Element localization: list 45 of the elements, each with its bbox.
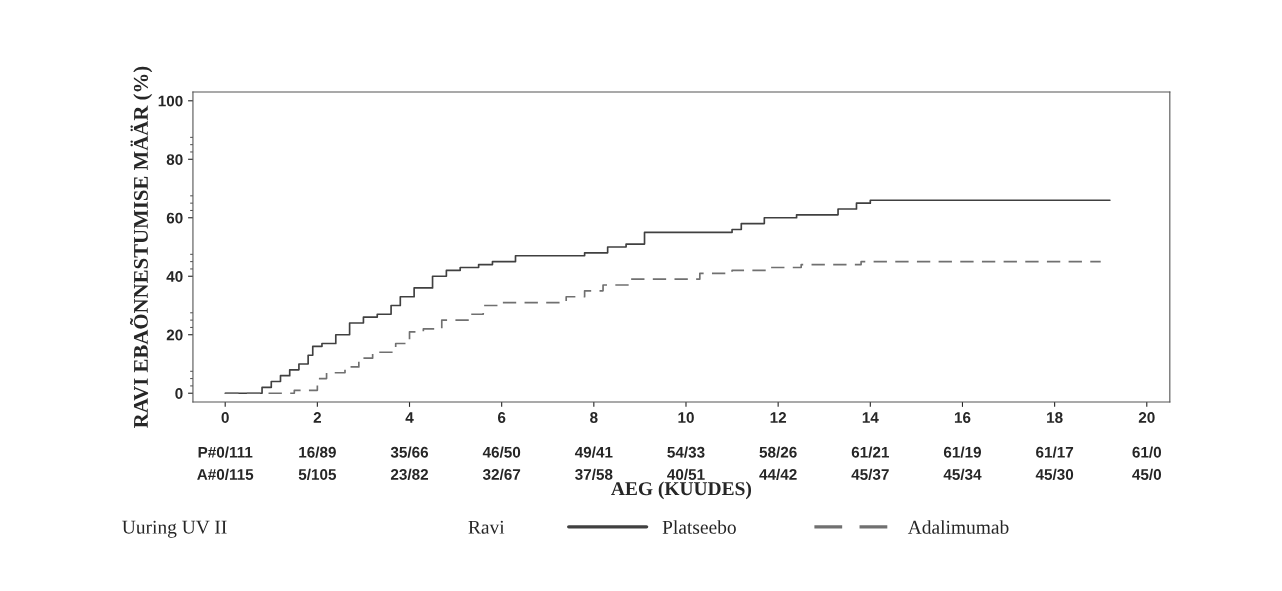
x-tick-label: 18 <box>1047 412 1063 423</box>
x-tick-label: 10 <box>678 412 694 423</box>
x-tick-label: 0 <box>221 412 229 423</box>
text: 61/21 <box>851 446 889 458</box>
text: 61/19 <box>943 446 982 458</box>
text: P#0/111 <box>198 446 253 458</box>
x-tick-label: 6 <box>497 412 506 423</box>
legend-title: Ravi <box>468 520 505 534</box>
y-tick-label: 20 <box>166 329 183 341</box>
text: 16/89 <box>299 446 336 458</box>
x-tick-label: 12 <box>770 412 787 423</box>
y-tick-label: 60 <box>166 212 183 224</box>
text: 49/41 <box>574 446 613 458</box>
y-tick-label: 40 <box>166 271 183 282</box>
x-tick-label: 16 <box>954 412 971 423</box>
text: 5/105 <box>298 468 337 481</box>
x-tick-label: 20 <box>1138 412 1155 423</box>
text: 46/50 <box>482 446 521 458</box>
x-tick-label: 14 <box>862 412 879 423</box>
x-tick-label: 2 <box>313 412 321 423</box>
text: 45/0 <box>1132 468 1162 481</box>
text: 61/0 <box>1132 446 1162 458</box>
text: 44/42 <box>759 468 797 481</box>
text: 58/26 <box>759 446 797 458</box>
x-tick-label: 4 <box>405 412 414 423</box>
text: 35/66 <box>390 446 429 458</box>
legend-label: Adalimumab <box>907 520 1009 534</box>
text: 61/17 <box>1036 446 1074 458</box>
legend-label: Platseebo <box>662 520 736 534</box>
y-tick-label: 100 <box>158 95 183 107</box>
text: 23/82 <box>390 468 429 481</box>
text: 45/34 <box>943 468 982 481</box>
x-axis-title: AEG (KUUDES) <box>611 481 752 500</box>
text: Uuring UV II <box>122 520 227 538</box>
text: 45/37 <box>851 468 889 481</box>
text: 54/33 <box>667 446 705 458</box>
text: 40/51 <box>667 468 705 481</box>
text: 32/67 <box>482 468 521 481</box>
y-tick-label: 0 <box>175 388 183 399</box>
y-tick-label: 80 <box>166 154 183 165</box>
text: 45/30 <box>1035 468 1074 481</box>
text: 37/58 <box>575 468 613 481</box>
text: A#0/115 <box>197 468 254 481</box>
y-axis-title: RAVI EBAÕNNESTUMISE MÄÄR (%) <box>129 66 153 428</box>
x-tick-label: 8 <box>590 412 598 423</box>
